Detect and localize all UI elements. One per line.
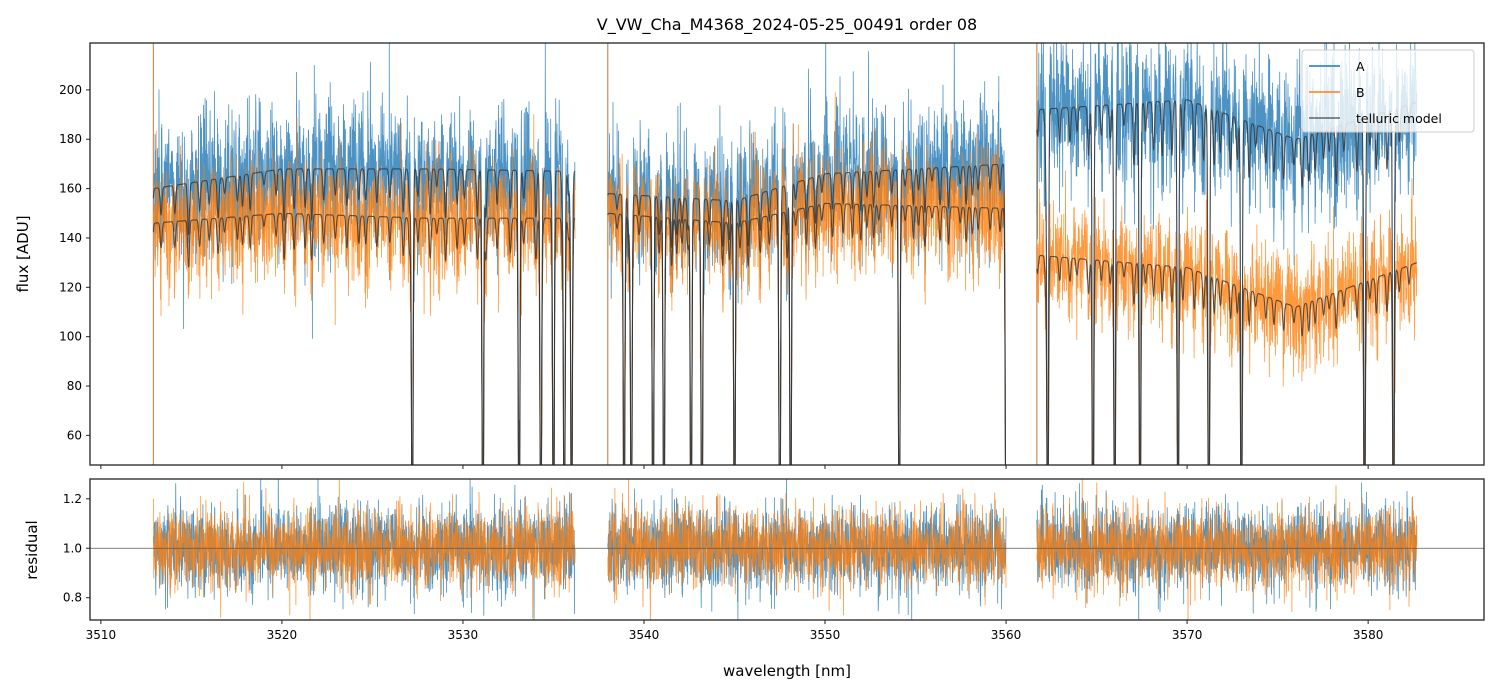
flux-panel: 60 80 100 120 140 160 180 200 flux [ADU] A B te… [14, 42, 1485, 469]
flux-y-tick-label: 140 [59, 231, 82, 245]
flux-y-tick-label: 100 [59, 330, 82, 344]
x-tick-label: 3510 [86, 628, 117, 642]
telluric-model-b-segment [607, 202, 1006, 465]
flux-y-tick-label: 80 [67, 379, 82, 393]
chart-title: V_VW_Cha_M4368_2024-05-25_00491 order 08 [597, 15, 977, 35]
residual-y-ticks: 0.8 1.0 1.2 [63, 492, 90, 605]
x-tick-label: 3530 [448, 628, 479, 642]
flux-x-ticks [100, 465, 1369, 469]
legend-label-b: B [1356, 85, 1365, 100]
series-a-segment [1036, 43, 1418, 465]
flux-y-axis-label: flux [ADU] [14, 215, 32, 292]
flux-y-tick-label: 60 [67, 428, 82, 442]
residual-b-segment [1036, 479, 1418, 620]
residual-y-axis-label: residual [23, 520, 41, 579]
x-tick-label: 3550 [810, 628, 841, 642]
residual-axes-frame [89, 478, 1485, 621]
x-tick-label: 3520 [267, 628, 298, 642]
telluric-model-b-segment [1036, 255, 1418, 465]
legend-label-telluric: telluric model [1356, 111, 1442, 126]
legend: A B telluric model [1301, 49, 1475, 133]
telluric-model-a-segment [607, 163, 1007, 465]
residual-b-segment [153, 479, 576, 620]
legend-label-a: A [1356, 59, 1365, 74]
flux-y-tick-label: 120 [59, 280, 82, 294]
flux-series-group [152, 43, 1418, 465]
x-tick-label: 3560 [991, 628, 1022, 642]
legend-box [1301, 49, 1475, 133]
telluric-model-b-segment [152, 212, 576, 465]
flux-y-tick-label: 160 [59, 182, 82, 196]
residual-series-group [90, 479, 1484, 620]
flux-y-tick-label: 180 [59, 132, 82, 146]
residual-y-tick-label: 0.8 [63, 591, 82, 605]
residual-y-tick-label: 1.0 [63, 541, 82, 555]
x-tick-label: 3580 [1353, 628, 1384, 642]
x-tick-label: 3570 [1172, 628, 1203, 642]
flux-axes-frame [89, 42, 1485, 466]
residual-x-ticks: 3510 3520 3530 3540 3550 3560 3570 3580 [86, 620, 1384, 642]
x-tick-label: 3540 [629, 628, 660, 642]
telluric-model-a-segment [152, 168, 576, 465]
residual-panel: 0.81.01.2 3510 3520 3530 3540 3550 3560 3570 35… [23, 478, 1485, 680]
residual-y-tick-label: 1.2 [63, 492, 82, 506]
flux-y-tick-label: 200 [59, 83, 82, 97]
x-axis-label: wavelength [nm] [723, 662, 851, 680]
flux-y-ticks: 60 80 100 120 140 160 180 200 [59, 83, 90, 442]
